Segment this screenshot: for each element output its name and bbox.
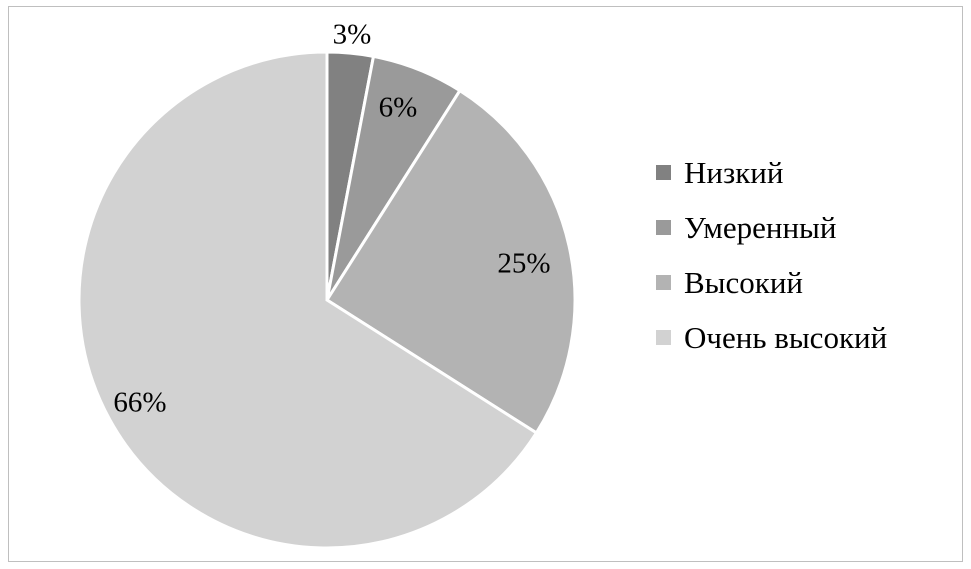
pie-slice-3	[324, 88, 577, 435]
legend-label: Умеренный	[684, 209, 837, 245]
legend-label: Высокий	[684, 264, 804, 300]
legend-swatch	[656, 330, 671, 345]
data-label-4: 66%	[113, 387, 166, 419]
legend-item: Умеренный	[656, 200, 887, 255]
legend-item: Очень высокий	[656, 310, 887, 365]
data-label-2: 6%	[379, 92, 418, 124]
chart-frame	[8, 6, 963, 562]
data-label-1: 3%	[333, 19, 372, 51]
legend-label: Низкий	[684, 154, 784, 190]
legend-swatch	[656, 220, 671, 235]
legend-item: Высокий	[656, 255, 887, 310]
data-label-3: 25%	[497, 248, 550, 280]
pie-slice-4	[77, 50, 539, 550]
legend-label: Очень высокий	[684, 319, 888, 355]
legend-swatch	[656, 165, 671, 180]
legend-item: Низкий	[656, 145, 887, 200]
legend: Низкий Умеренный Высокий Очень высокий	[656, 145, 887, 365]
legend-swatch	[656, 275, 671, 290]
